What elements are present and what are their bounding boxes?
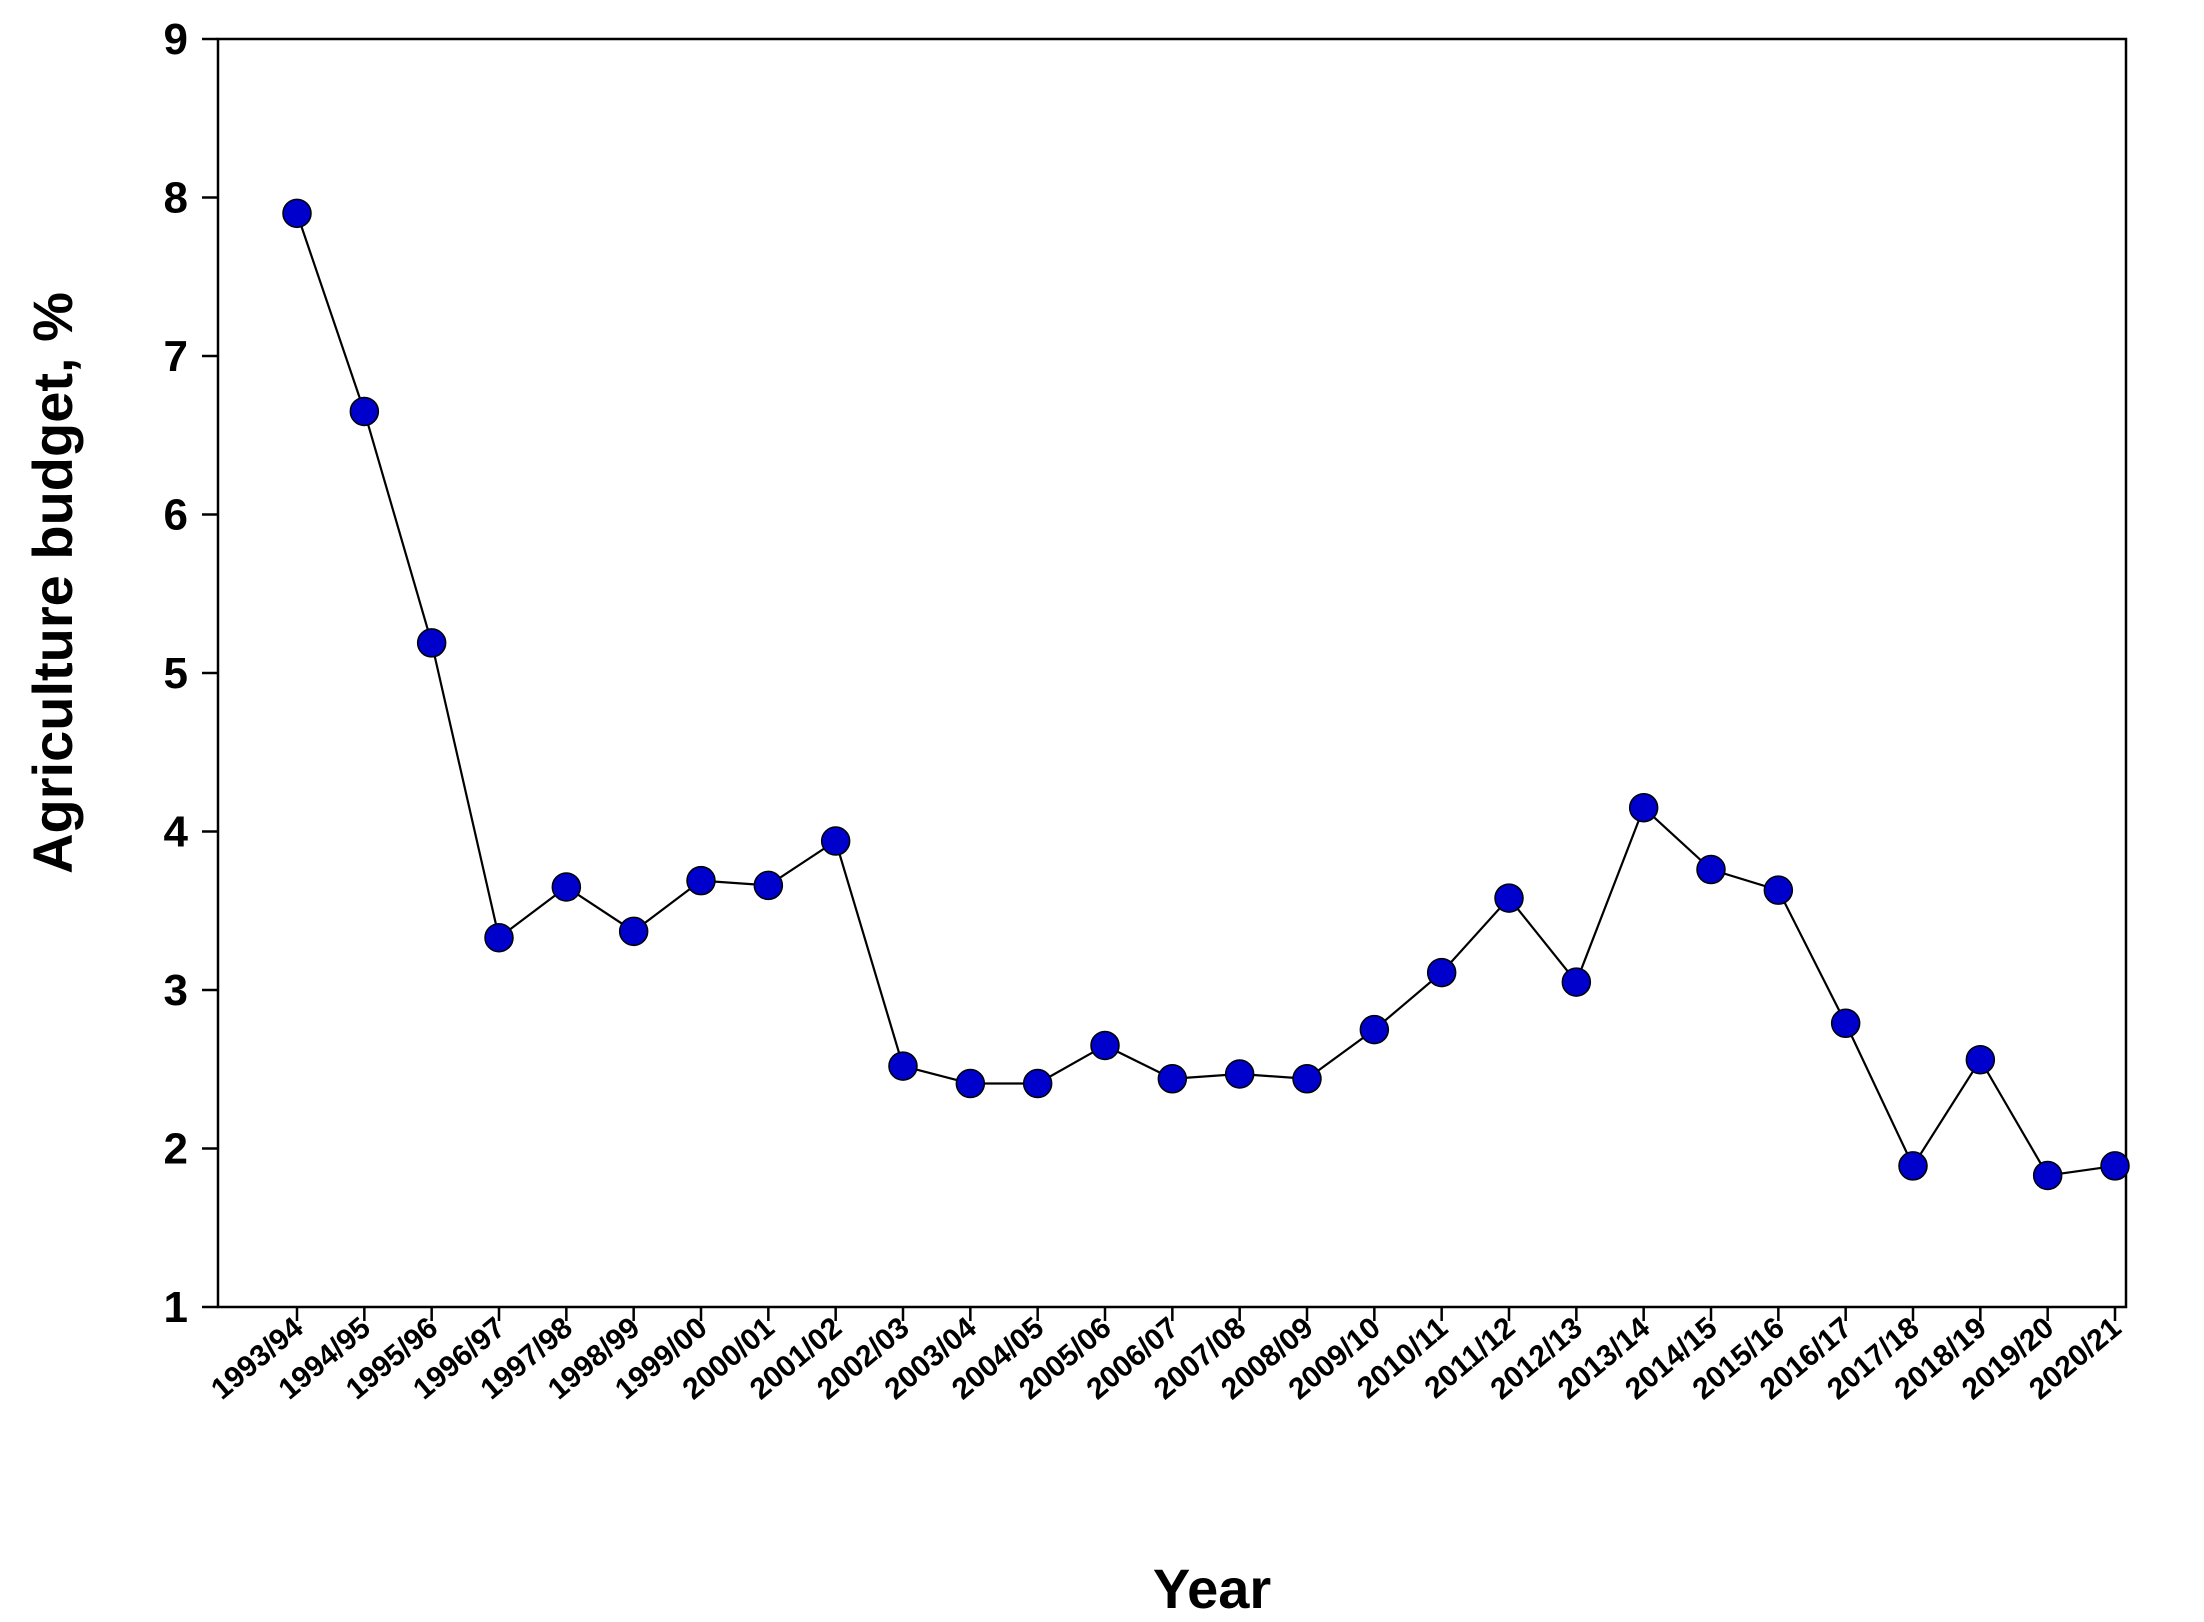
data-point <box>2032 1160 2063 1191</box>
y-tick-label: 8 <box>164 174 188 223</box>
data-point <box>1561 967 1592 997</box>
data-point <box>1494 883 1524 913</box>
data-point <box>1426 957 1457 988</box>
axes <box>216 37 2128 1309</box>
data-point <box>1157 1064 1188 1094</box>
data-point <box>1090 1030 1120 1061</box>
y-tick-label: 7 <box>164 332 188 381</box>
y-axis-title: Agriculture budget, % <box>21 292 84 874</box>
data-point <box>1898 1151 1928 1181</box>
data-point <box>1696 854 1726 885</box>
series-line <box>295 212 2116 1177</box>
y-tick-label: 9 <box>164 15 188 64</box>
data-point <box>1359 1014 1390 1045</box>
data-point <box>1763 875 1794 905</box>
data-point <box>1830 1008 1861 1039</box>
data-point <box>1965 1044 1996 1075</box>
y-tick-label: 1 <box>164 1283 188 1332</box>
data-point <box>1224 1059 1255 1089</box>
data-point <box>955 1068 986 1099</box>
data-point <box>1292 1064 1322 1094</box>
x-axis-title: Year <box>1153 1557 1271 1620</box>
y-axis-ticks: 1 2 3 4 5 6 7 8 9 <box>164 15 218 1332</box>
y-tick-label: 5 <box>164 649 188 698</box>
y-tick-label: 2 <box>164 1125 188 1174</box>
data-point <box>1628 792 1659 823</box>
data-point <box>282 198 312 229</box>
data-point <box>618 916 649 947</box>
y-tick-label: 4 <box>164 808 189 857</box>
data-point <box>753 870 784 901</box>
data-point <box>416 628 447 658</box>
data-point <box>551 872 582 902</box>
data-point <box>349 396 380 427</box>
x-axis-ticks: 1993/941994/951995/961996/971997/981998/… <box>205 1307 2127 1406</box>
data-point <box>820 826 851 856</box>
series <box>282 198 2130 1191</box>
data-point <box>1022 1068 1053 1099</box>
y-tick-label: 3 <box>164 966 188 1015</box>
data-point <box>686 865 716 896</box>
data-point <box>2100 1151 2130 1181</box>
plot-frame <box>216 37 2128 1309</box>
data-point <box>888 1051 918 1081</box>
data-point <box>484 922 514 953</box>
y-tick-label: 6 <box>164 491 188 540</box>
